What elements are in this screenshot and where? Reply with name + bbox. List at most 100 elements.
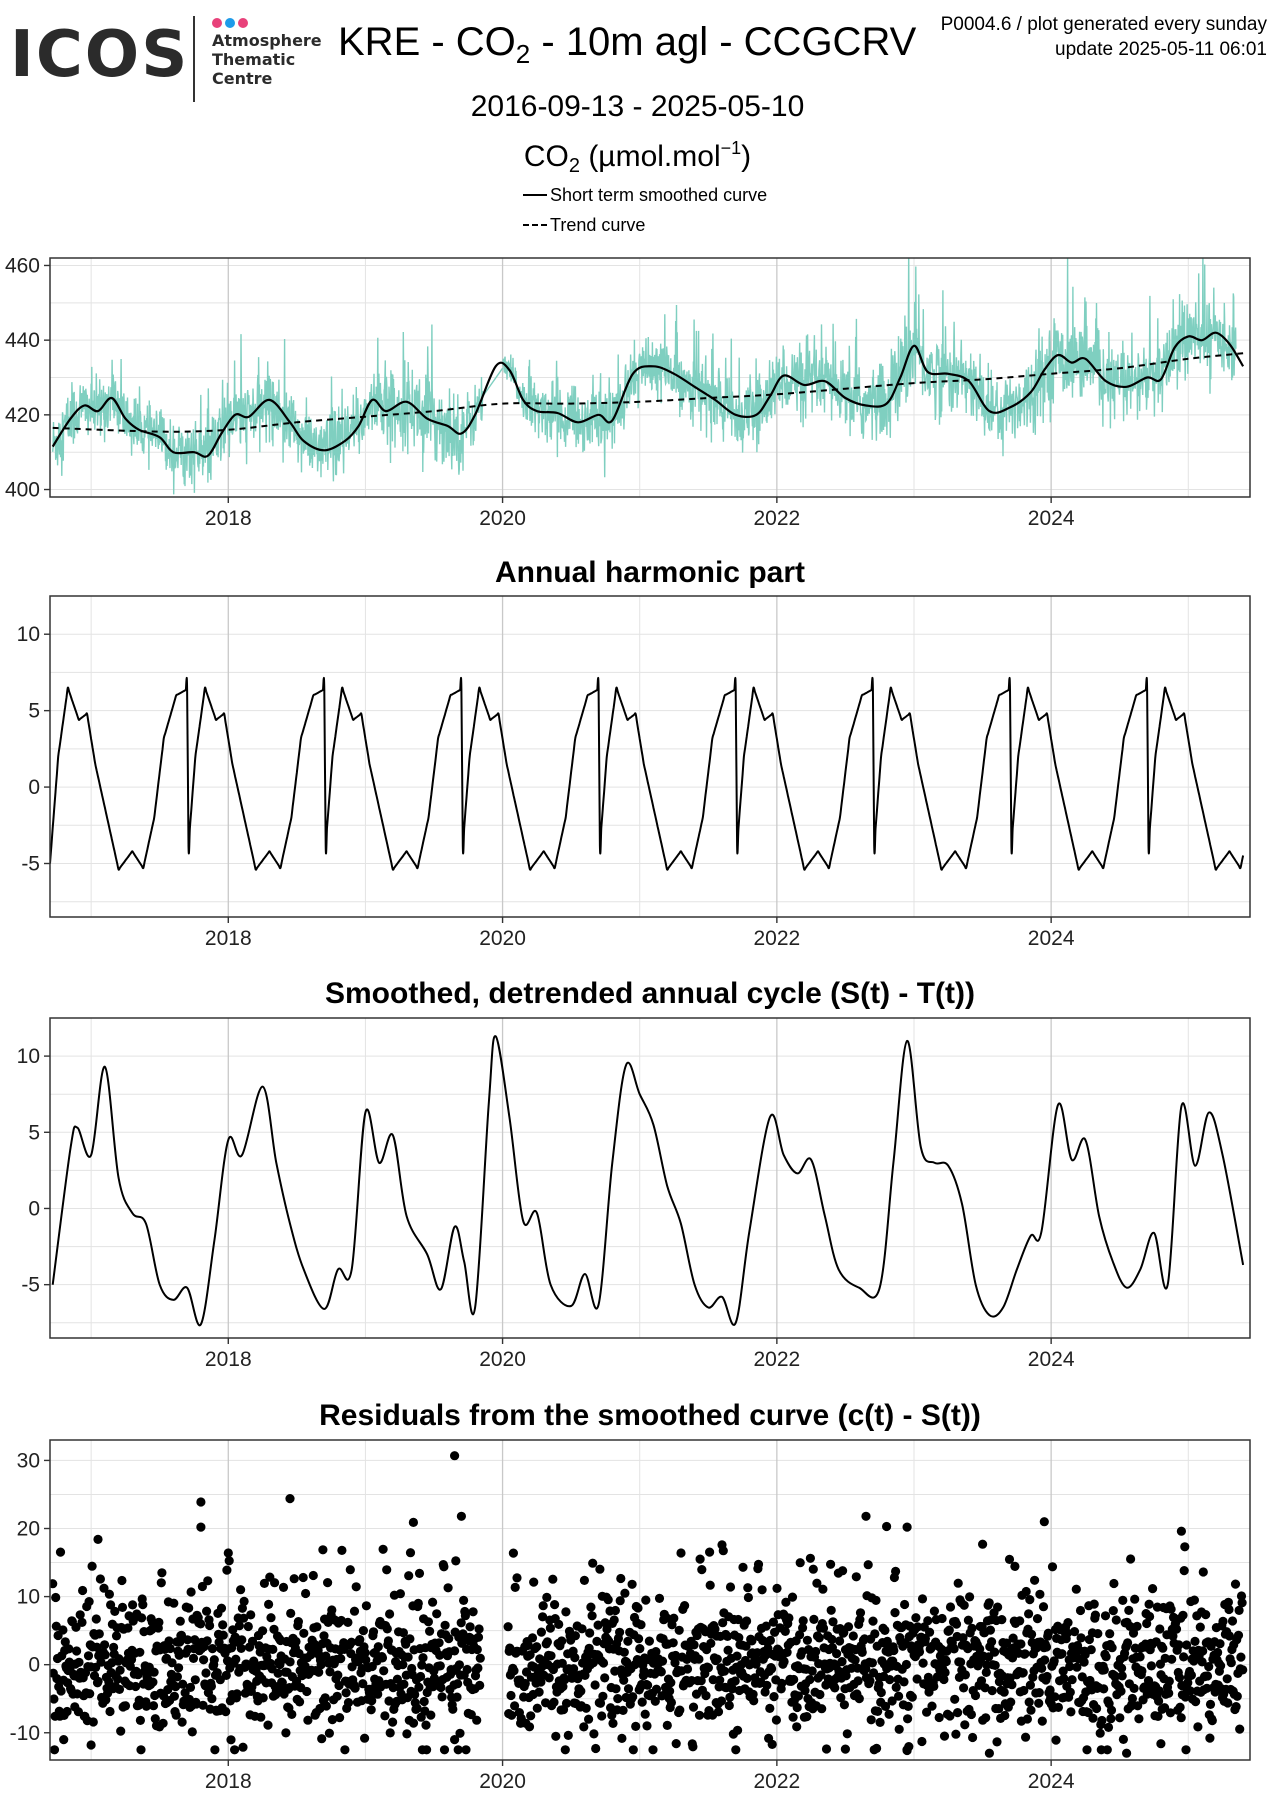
residual-point xyxy=(1153,1711,1163,1721)
residual-point xyxy=(93,1676,103,1686)
residual-point xyxy=(425,1626,435,1636)
x-tick-label: 2018 xyxy=(205,507,252,530)
residual-point xyxy=(345,1565,355,1575)
residual-point xyxy=(474,1624,484,1634)
residual-point xyxy=(987,1686,997,1696)
residual-point xyxy=(285,1494,295,1504)
residual-point xyxy=(435,1661,445,1671)
residual-point xyxy=(1092,1703,1102,1714)
residual-point xyxy=(712,1654,722,1664)
residual-point xyxy=(538,1601,548,1611)
residual-point xyxy=(544,1673,554,1683)
residual-point xyxy=(866,1715,876,1725)
residual-point xyxy=(802,1635,813,1645)
residual-point xyxy=(609,1615,619,1625)
residual-point xyxy=(398,1660,408,1670)
residual-point xyxy=(123,1623,133,1633)
residual-point xyxy=(1124,1605,1134,1615)
residual-point xyxy=(336,1654,346,1664)
residual-point xyxy=(239,1613,249,1623)
residual-point xyxy=(1047,1562,1058,1572)
residual-point xyxy=(1007,1680,1017,1690)
residual-point xyxy=(1166,1604,1176,1614)
residual-point xyxy=(777,1678,787,1688)
residual-point xyxy=(1038,1602,1049,1612)
residual-point xyxy=(456,1511,466,1521)
residual-point xyxy=(1057,1649,1067,1659)
residual-point xyxy=(403,1652,413,1662)
date-range: 2016-09-13 - 2025-05-10 xyxy=(470,90,805,123)
residual-point xyxy=(209,1655,219,1665)
residual-point xyxy=(203,1576,213,1586)
residual-point xyxy=(805,1675,815,1685)
residual-point xyxy=(416,1671,426,1682)
residual-point xyxy=(648,1745,658,1755)
residual-point xyxy=(956,1657,966,1667)
residual-point xyxy=(87,1561,97,1571)
residual-point xyxy=(662,1720,672,1730)
residual-point xyxy=(1024,1697,1034,1707)
residual-point xyxy=(197,1581,207,1592)
residual-point xyxy=(509,1701,520,1711)
residual-point xyxy=(1122,1748,1132,1758)
residual-point xyxy=(224,1556,234,1566)
residual-point xyxy=(237,1603,247,1613)
residual-point xyxy=(867,1658,878,1668)
residual-point xyxy=(221,1670,231,1680)
residual-point xyxy=(1144,1599,1154,1609)
residual-point xyxy=(1197,1657,1207,1667)
residual-point xyxy=(1032,1614,1043,1624)
residual-point xyxy=(100,1640,110,1650)
residual-point xyxy=(1146,1661,1156,1671)
residual-point xyxy=(1093,1629,1103,1639)
residual-point xyxy=(385,1609,395,1619)
residual-point xyxy=(455,1728,465,1738)
residual-point xyxy=(842,1729,852,1739)
residual-point xyxy=(1076,1633,1086,1643)
residual-point xyxy=(959,1683,969,1693)
residual-point xyxy=(188,1653,199,1663)
residual-point xyxy=(278,1582,289,1592)
residual-point xyxy=(1223,1698,1233,1708)
residual-point xyxy=(570,1631,581,1641)
residual-point xyxy=(593,1620,603,1630)
residual-point xyxy=(703,1663,714,1673)
residual-point xyxy=(826,1605,836,1615)
residual-point xyxy=(1045,1685,1055,1695)
residual-point xyxy=(817,1704,827,1714)
residual-point xyxy=(885,1675,895,1685)
residual-point xyxy=(316,1660,326,1670)
residual-point xyxy=(413,1598,423,1608)
residual-point xyxy=(557,1636,567,1646)
residual-point xyxy=(408,1718,419,1728)
chart-title: Annual harmonic part xyxy=(495,556,805,589)
residual-point xyxy=(461,1745,471,1755)
residual-point xyxy=(733,1725,743,1735)
residual-point xyxy=(665,1686,675,1696)
residual-point xyxy=(93,1534,103,1544)
residual-point xyxy=(581,1703,591,1713)
residual-point xyxy=(206,1681,216,1691)
residual-point xyxy=(941,1657,951,1667)
residual-point xyxy=(182,1635,193,1645)
residual-point xyxy=(835,1636,845,1646)
residual-point xyxy=(1010,1561,1020,1571)
residual-point xyxy=(882,1521,892,1532)
residual-point xyxy=(1034,1698,1044,1708)
residual-point xyxy=(706,1638,716,1648)
y-tick-label: 10 xyxy=(17,623,40,646)
residual-point xyxy=(1062,1628,1072,1638)
residual-point xyxy=(78,1585,88,1596)
residual-point xyxy=(77,1617,87,1627)
residual-point xyxy=(104,1677,114,1687)
residual-point xyxy=(184,1603,194,1613)
residual-point xyxy=(1164,1676,1174,1686)
units-suffix: ) xyxy=(741,140,752,173)
residual-point xyxy=(1175,1702,1185,1712)
residual-point xyxy=(472,1715,482,1725)
residual-point xyxy=(616,1573,626,1584)
residual-point xyxy=(843,1622,854,1632)
residual-point xyxy=(732,1651,742,1661)
residual-point xyxy=(1067,1675,1077,1685)
residual-point xyxy=(975,1644,985,1654)
